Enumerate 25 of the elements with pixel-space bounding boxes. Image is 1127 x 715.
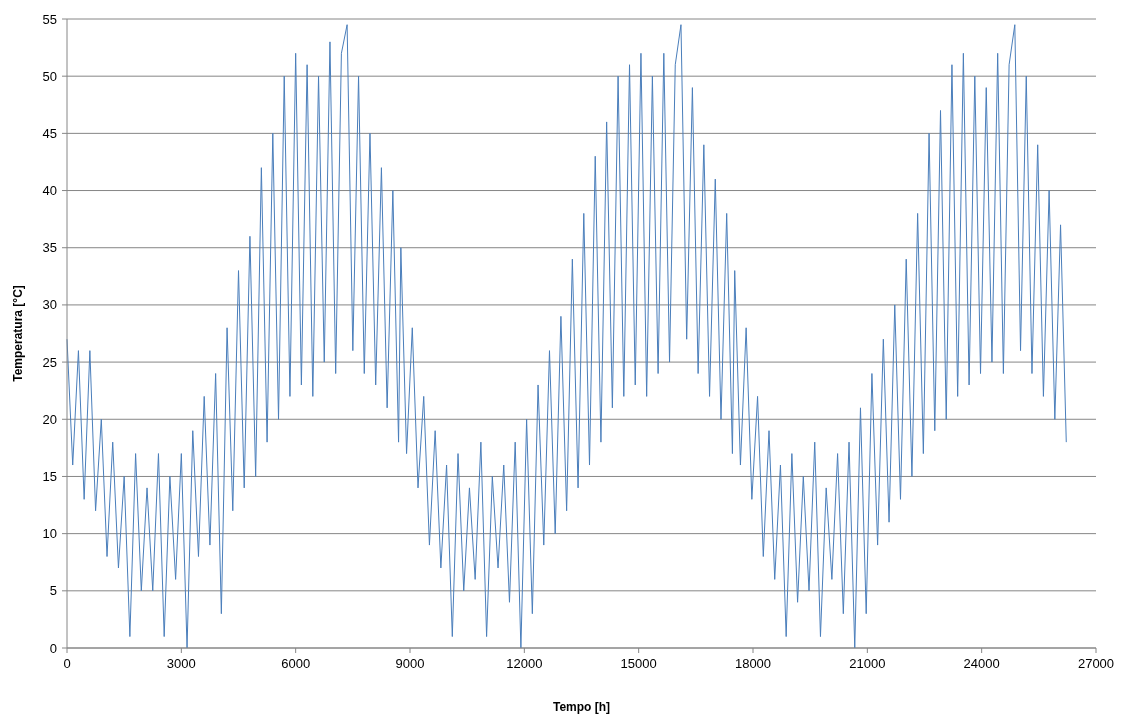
y-tick-label: 45 (42, 125, 57, 141)
y-tick-label: 30 (42, 297, 57, 313)
y-tick-label: 20 (42, 411, 57, 427)
x-tick-label: 21000 (849, 656, 886, 671)
x-tick-label: 9000 (395, 656, 425, 671)
y-tick-label: 25 (42, 354, 57, 370)
x-tick-label: 6000 (281, 656, 311, 671)
y-tick-label: 0 (49, 640, 57, 656)
x-tick-label: 15000 (620, 656, 657, 671)
x-tick-label: 12000 (506, 656, 543, 671)
x-tick-label: 24000 (963, 656, 1000, 671)
line-series (66, 24, 1067, 649)
y-tick-label: 5 (49, 583, 57, 599)
x-axis-title: Tempo [h] (552, 700, 611, 714)
x-tick-label: 0 (63, 656, 71, 671)
x-tick-label: 27000 (1077, 656, 1115, 671)
y-tick-label: 55 (42, 11, 57, 27)
x-tick-label: 18000 (734, 656, 772, 671)
y-tick-label: 10 (42, 526, 57, 542)
y-tick-label: 40 (42, 183, 57, 199)
y-tick-label: 15 (42, 468, 57, 484)
y-axis-title: Temperatura [°C] (11, 285, 25, 382)
x-tick-label: 3000 (166, 656, 196, 671)
y-tick-label: 35 (42, 240, 57, 256)
y-tick-label: 50 (42, 68, 57, 84)
